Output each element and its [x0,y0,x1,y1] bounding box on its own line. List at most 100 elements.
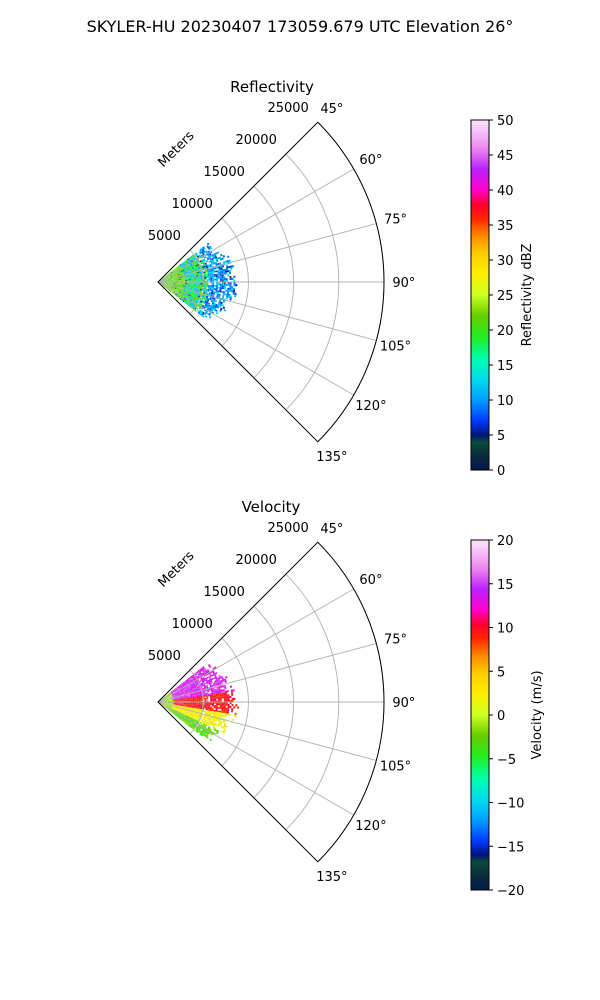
velocity-echo-cell [183,718,186,721]
velocity-echo-cell [217,678,221,682]
velocity-echo-cell [206,672,210,676]
reflectivity-echo-cell [169,280,172,281]
velocity-echo-cell [171,700,174,702]
reflectivity-echo-cell [179,278,182,280]
velocity-echo-cell [181,703,184,705]
reflectivity-echo-cell [167,273,169,276]
velocity-echo-cell [175,699,178,701]
velocity-echo-cell [209,706,213,708]
velocity-echo-cell [197,685,200,688]
velocity-echo-cell [179,684,182,687]
reflectivity-echo-cell [198,267,201,270]
velocity-echo-cell [179,704,182,706]
velocity-echo-cell [163,699,166,700]
velocity-echo-cell [182,717,185,719]
velocity-echo-cell [175,710,178,712]
velocity-echo-cell [167,708,170,710]
velocity-echo-cell [175,704,178,706]
reflectivity-echo-cell [182,286,185,288]
reflectivity-echo-cell [177,290,180,292]
reflectivity-echo-cell [201,248,205,252]
reflectivity-echo-cell [202,294,205,297]
velocity-echo-cell [222,714,225,717]
colorbar-tick-label: 20 [497,534,514,549]
velocity-echo-cell [221,709,224,712]
reflectivity-echo-cell [188,274,191,277]
reflectivity-echo-cell [204,292,208,295]
reflectivity-echo-cell [193,300,197,303]
velocity-echo-cell [164,697,167,699]
reflectivity-echo-cell [186,267,189,270]
reflectivity-echo-cell [229,265,233,268]
reflectivity-echo-cell [196,255,200,258]
velocity-echo-cell [209,730,213,734]
reflectivity-echo-cell [169,289,171,291]
reflectivity-echo-cell [173,289,176,292]
reflectivity-echo-cell [211,263,214,266]
velocity-echo-cell [169,699,172,701]
reflectivity-echo-cell [205,310,209,313]
velocity-echo-cell [204,715,207,718]
velocity-echo-cell [171,704,174,705]
reflectivity-echo-cell [195,296,198,299]
velocity-echo-cell [188,693,191,696]
reflectivity-echo-cell [201,264,204,267]
velocity-echo-cell [196,694,199,696]
reflectivity-echo-cell [204,301,207,304]
reflectivity-echo-cell [195,297,198,300]
velocity-echo-cell [168,695,171,698]
reflectivity-echo-cell [167,279,170,281]
reflectivity-echo-cell [209,287,212,290]
velocity-echo-cell [161,704,163,706]
reflectivity-echo-cell [177,289,180,291]
reflectivity-echo-cell [175,289,178,292]
reflectivity-echo-cell [168,276,171,278]
velocity-echo-cell [173,709,176,711]
reflectivity-echo-cell [178,285,181,287]
reflectivity-echo-cell [202,261,205,264]
velocity-echo-cell [187,715,190,717]
reflectivity-echo-cell [221,278,224,281]
velocity-echo-cell [198,687,201,690]
velocity-echo-cell [217,691,220,694]
reflectivity-echo-cell [219,287,222,290]
velocity-echo-cell [213,728,216,731]
velocity-echo-cell [202,666,205,669]
velocity-echo-cell [195,691,198,694]
velocity-echo-cell [189,691,192,694]
velocity-echo-cell [172,694,175,697]
velocity-echo-cell [168,706,171,708]
velocity-echo-cell [184,707,187,709]
reflectivity-echo-cell [209,258,212,261]
velocity-echo-cell [182,719,186,722]
reflectivity-echo-cell [182,276,185,278]
velocity-echo-cell [186,704,189,706]
velocity-echo-cell [173,702,176,704]
velocity-echo-cell [173,708,176,710]
velocity-echo-cell [170,706,173,708]
reflectivity-echo-cell [208,309,211,313]
reflectivity-echo-cell [223,272,226,275]
reflectivity-echo-cell [183,279,186,280]
velocity-echo-cell [168,706,171,709]
velocity-echo-cell [174,708,177,710]
reflectivity-echo-cell [168,290,171,292]
reflectivity-echo-cell [179,280,182,282]
velocity-echo-cell [209,685,213,688]
radial-tick-label: 10000 [172,197,213,212]
velocity-echo-cell [168,697,171,699]
velocity-echo-cell [165,698,168,700]
velocity-echo-cell [170,695,173,697]
reflectivity-echo-cell [173,280,176,281]
velocity-echo-cell [184,697,187,699]
reflectivity-echo-cell [184,292,187,295]
reflectivity-echo-cell [171,278,174,280]
velocity-echo-cell [207,723,210,727]
velocity-echo-cell [225,703,228,706]
reflectivity-echo-cell [195,265,198,268]
velocity-echo-cell [189,686,192,688]
reflectivity-echo-cell [177,294,180,296]
velocity-echo-cell [180,689,183,692]
velocity-echo-cell [169,699,172,701]
reflectivity-echo-cell [199,248,202,251]
